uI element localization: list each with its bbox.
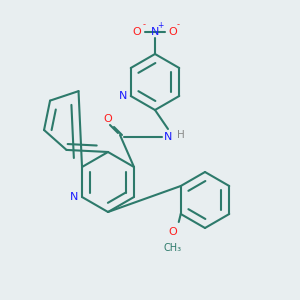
Text: +: + — [157, 22, 163, 31]
Text: N: N — [164, 132, 172, 142]
Text: H: H — [177, 130, 185, 140]
Text: O: O — [103, 114, 112, 124]
Text: CH₃: CH₃ — [164, 243, 182, 253]
Text: N: N — [151, 27, 159, 37]
Text: O: O — [133, 27, 141, 37]
Text: N: N — [70, 192, 78, 202]
Text: O: O — [168, 227, 177, 237]
Text: -: - — [142, 20, 146, 29]
Text: O: O — [169, 27, 177, 37]
Text: -: - — [176, 20, 179, 29]
Text: N: N — [118, 91, 127, 101]
